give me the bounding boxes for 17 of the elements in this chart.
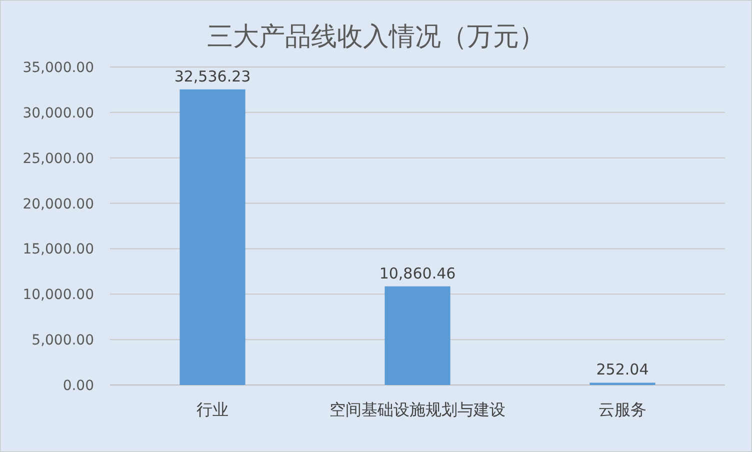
data-label: 252.04 [596, 360, 649, 379]
chart-title: 三大产品线收入情况（万元） [207, 22, 545, 52]
x-tick-label: 行业 [196, 400, 228, 419]
y-tick-label: 0.00 [62, 378, 94, 394]
data-label: 32,536.23 [174, 67, 251, 86]
y-tick-label: 25,000.00 [22, 150, 94, 167]
y-tick-label: 5,000.00 [32, 332, 94, 349]
data-label: 10,860.46 [379, 264, 456, 282]
x-tick-label: 云服务 [598, 400, 646, 419]
y-tick-label: 35,000.00 [22, 60, 94, 76]
bar [384, 286, 450, 385]
y-tick-label: 15,000.00 [22, 242, 94, 258]
y-tick-label: 30,000.00 [22, 105, 94, 122]
x-tick-label: 空间基础设施规划与建设 [330, 400, 506, 419]
bar [180, 89, 246, 385]
y-tick-label: 10,000.00 [22, 287, 94, 304]
y-tick-label: 20,000.00 [22, 196, 94, 212]
